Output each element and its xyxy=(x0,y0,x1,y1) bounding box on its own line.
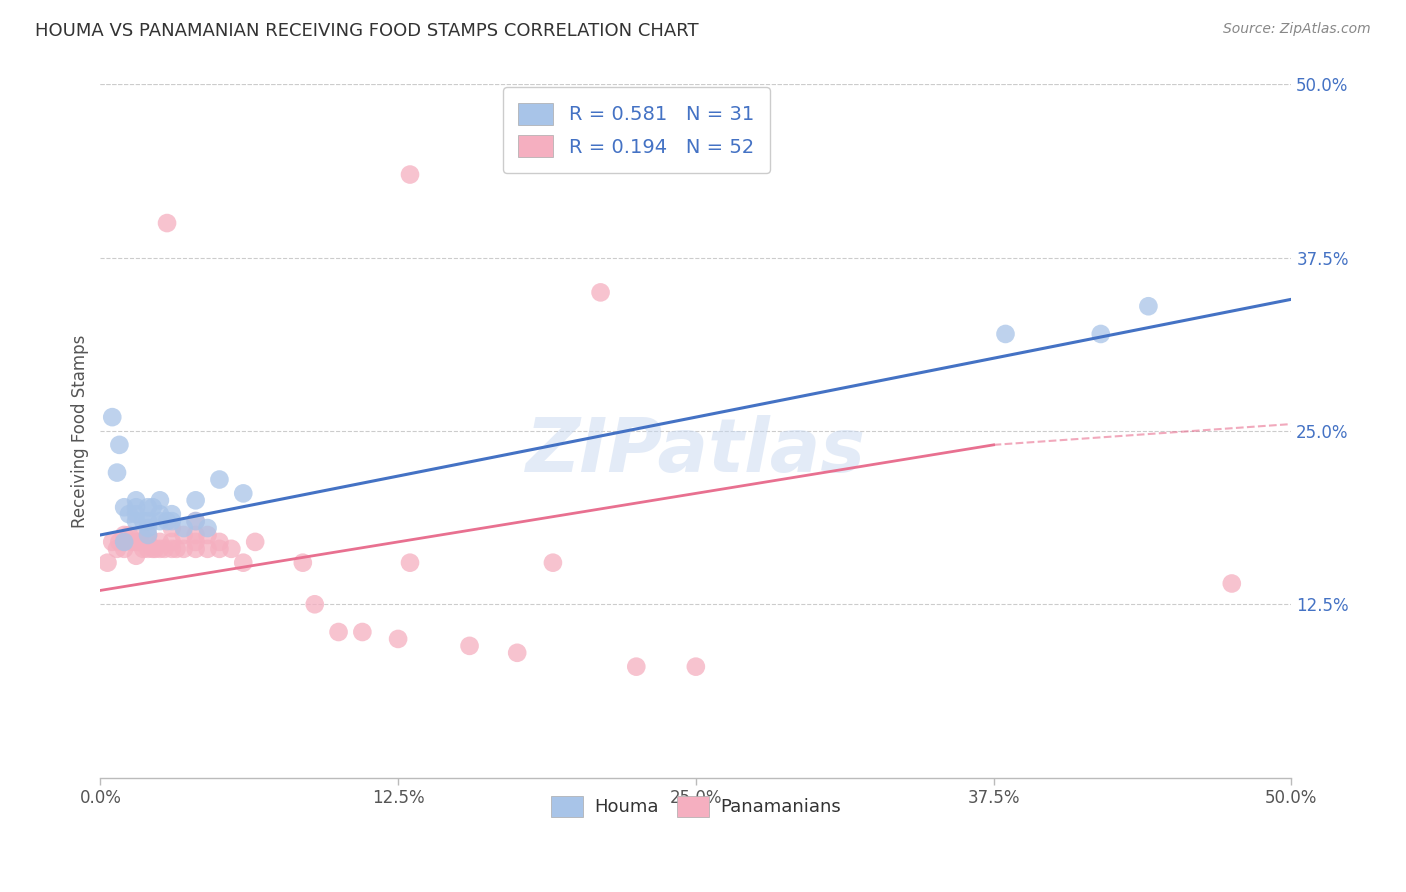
Point xyxy=(149,535,172,549)
Point xyxy=(197,528,219,542)
Text: Source: ZipAtlas.com: Source: ZipAtlas.com xyxy=(1223,22,1371,37)
Point xyxy=(197,541,219,556)
Point xyxy=(173,541,195,556)
Point xyxy=(136,535,159,549)
Point xyxy=(105,541,128,556)
Point xyxy=(184,493,207,508)
Point xyxy=(156,216,179,230)
Point xyxy=(101,535,124,549)
Point xyxy=(184,541,207,556)
Point xyxy=(1137,299,1160,313)
Point xyxy=(994,326,1017,341)
Point xyxy=(589,285,612,300)
Point xyxy=(160,535,183,549)
Point xyxy=(118,507,141,521)
Point xyxy=(142,541,165,556)
Point xyxy=(101,410,124,425)
Point xyxy=(112,541,135,556)
Point xyxy=(143,541,166,556)
Point xyxy=(352,625,374,640)
Point xyxy=(685,659,707,673)
Point xyxy=(1220,576,1243,591)
Point xyxy=(208,541,231,556)
Point xyxy=(136,541,159,556)
Point xyxy=(399,168,422,182)
Point xyxy=(387,632,409,646)
Point xyxy=(136,528,159,542)
Point xyxy=(160,507,183,521)
Point xyxy=(160,541,183,556)
Point xyxy=(221,541,243,556)
Point xyxy=(132,514,155,528)
Point xyxy=(208,473,231,487)
Point xyxy=(118,528,141,542)
Point xyxy=(112,535,135,549)
Point xyxy=(149,514,172,528)
Point xyxy=(173,521,195,535)
Point xyxy=(328,625,350,640)
Point xyxy=(96,556,118,570)
Point xyxy=(166,541,188,556)
Point xyxy=(304,597,326,611)
Point xyxy=(208,535,231,549)
Point xyxy=(136,528,159,542)
Point xyxy=(105,466,128,480)
Point xyxy=(184,514,207,528)
Point xyxy=(399,556,422,570)
Point xyxy=(125,514,148,528)
Text: HOUMA VS PANAMANIAN RECEIVING FOOD STAMPS CORRELATION CHART: HOUMA VS PANAMANIAN RECEIVING FOOD STAMP… xyxy=(35,22,699,40)
Point xyxy=(149,541,172,556)
Point xyxy=(142,500,165,515)
Point xyxy=(626,659,648,673)
Point xyxy=(136,500,159,515)
Point xyxy=(291,556,314,570)
Y-axis label: Receiving Food Stamps: Receiving Food Stamps xyxy=(72,334,89,528)
Legend: Houma, Panamanians: Houma, Panamanians xyxy=(544,789,848,824)
Point xyxy=(506,646,529,660)
Point xyxy=(160,514,183,528)
Point xyxy=(243,535,266,549)
Point xyxy=(160,521,183,535)
Point xyxy=(112,528,135,542)
Point xyxy=(197,521,219,535)
Point xyxy=(541,556,564,570)
Point xyxy=(458,639,481,653)
Point xyxy=(125,493,148,508)
Point xyxy=(112,500,135,515)
Point xyxy=(232,556,254,570)
Point xyxy=(184,528,207,542)
Point xyxy=(173,528,195,542)
Point xyxy=(1090,326,1112,341)
Point xyxy=(184,535,207,549)
Point xyxy=(149,493,172,508)
Point xyxy=(108,438,131,452)
Point xyxy=(108,535,131,549)
Point xyxy=(125,500,148,515)
Point xyxy=(129,528,152,542)
Point xyxy=(156,514,179,528)
Point xyxy=(136,521,159,535)
Point xyxy=(112,535,135,549)
Point xyxy=(125,535,148,549)
Point xyxy=(125,507,148,521)
Text: ZIPatlas: ZIPatlas xyxy=(526,416,866,488)
Point xyxy=(120,535,142,549)
Point xyxy=(232,486,254,500)
Point xyxy=(127,535,149,549)
Point xyxy=(184,514,207,528)
Point xyxy=(149,507,172,521)
Point xyxy=(125,549,148,563)
Point xyxy=(136,514,159,528)
Point xyxy=(153,541,176,556)
Point xyxy=(132,541,155,556)
